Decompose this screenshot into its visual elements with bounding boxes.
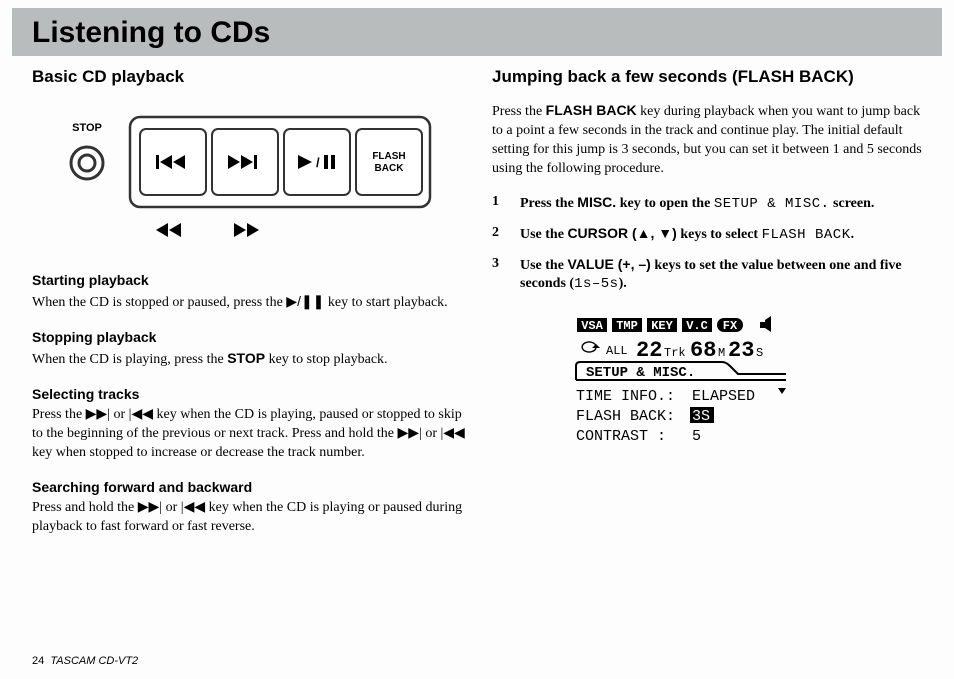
svg-text:ELAPSED: ELAPSED (692, 388, 755, 405)
svg-text:3S: 3S (692, 408, 710, 425)
svg-text:23: 23 (728, 338, 754, 363)
stop-label: STOP (72, 122, 102, 134)
svg-text:5: 5 (692, 428, 701, 445)
svg-text:M: M (718, 346, 725, 360)
model-name: TASCAM CD-VT2 (50, 655, 138, 667)
stopping-playback-text: When the CD is playing, press the STOP k… (32, 349, 466, 370)
svg-text:KEY: KEY (651, 319, 673, 333)
selecting-tracks-heading: Selecting tracks (32, 386, 466, 402)
flash-back-heading: Jumping back a few seconds (FLASH BACK) (492, 66, 926, 87)
svg-text:68: 68 (690, 338, 716, 363)
left-column: Basic CD playback STOP (32, 66, 466, 536)
fastforward-icon (234, 223, 259, 237)
starting-playback-text: When the CD is stopped or paused, press … (32, 292, 466, 313)
steps-list: Press the MISC. key to open the SETUP & … (492, 193, 926, 295)
searching-text: Press and hold the ▶▶| or |◀◀ key when t… (32, 499, 466, 537)
page-title: Listening to CDs (32, 16, 922, 50)
svg-text:TMP: TMP (616, 319, 638, 333)
svg-text:S: S (756, 346, 763, 360)
flash-back-key-inline: FLASH BACK (546, 102, 637, 118)
searching-heading: Searching forward and backward (32, 479, 466, 495)
page-number: 24 (32, 655, 44, 667)
flash-back-button (356, 129, 422, 195)
svg-text:TIME INFO.:: TIME INFO.: (576, 388, 675, 405)
svg-text:/: / (316, 155, 320, 170)
svg-text:FX: FX (723, 319, 738, 333)
starting-playback-heading: Starting playback (32, 272, 466, 288)
step-1: Press the MISC. key to open the SETUP & … (492, 193, 926, 214)
fx-label-rounded: FX (717, 318, 743, 333)
svg-text:Trk: Trk (664, 346, 686, 360)
menu-tab: SETUP & MISC. (576, 362, 786, 381)
play-pause-inline-icon: ▶/❚❚ (286, 293, 324, 309)
lcd-figure: VSA TMP KEY V.C FX (572, 314, 926, 469)
flash-back-label: FLASH (372, 151, 405, 162)
step-3: Use the VALUE (+, –) keys to set the val… (492, 255, 926, 295)
flash-back-intro: Press the FLASH BACK key during playback… (492, 101, 926, 179)
svg-text:CONTRAST :: CONTRAST : (576, 428, 666, 445)
basic-playback-heading: Basic CD playback (32, 66, 466, 87)
content-columns: Basic CD playback STOP (0, 66, 954, 536)
stop-button-inner (79, 155, 95, 171)
svg-text:22: 22 (636, 338, 662, 363)
stopping-playback-heading: Stopping playback (32, 329, 466, 345)
control-panel-figure: STOP (40, 101, 440, 256)
right-column: Jumping back a few seconds (FLASH BACK) … (492, 66, 926, 536)
repeat-icon (582, 342, 600, 352)
svg-text:ALL: ALL (606, 344, 628, 358)
svg-text:FLASH BACK:: FLASH BACK: (576, 408, 675, 425)
svg-text:VSA: VSA (581, 319, 603, 333)
page-footer: 24 TASCAM CD-VT2 (32, 655, 138, 667)
rewind-icon (156, 223, 181, 237)
title-bar: Listening to CDs (12, 8, 942, 56)
svg-text:V.C: V.C (686, 319, 708, 333)
speaker-icon (760, 316, 771, 332)
scroll-up-icon (778, 388, 786, 394)
selecting-tracks-text: Press the ▶▶| or |◀◀ key when the CD is … (32, 406, 466, 463)
stop-key-inline: STOP (227, 350, 265, 366)
step-2: Use the CURSOR (▲, ▼) keys to select FLA… (492, 224, 926, 245)
svg-text:BACK: BACK (375, 163, 405, 174)
svg-text:SETUP & MISC.: SETUP & MISC. (586, 365, 695, 381)
